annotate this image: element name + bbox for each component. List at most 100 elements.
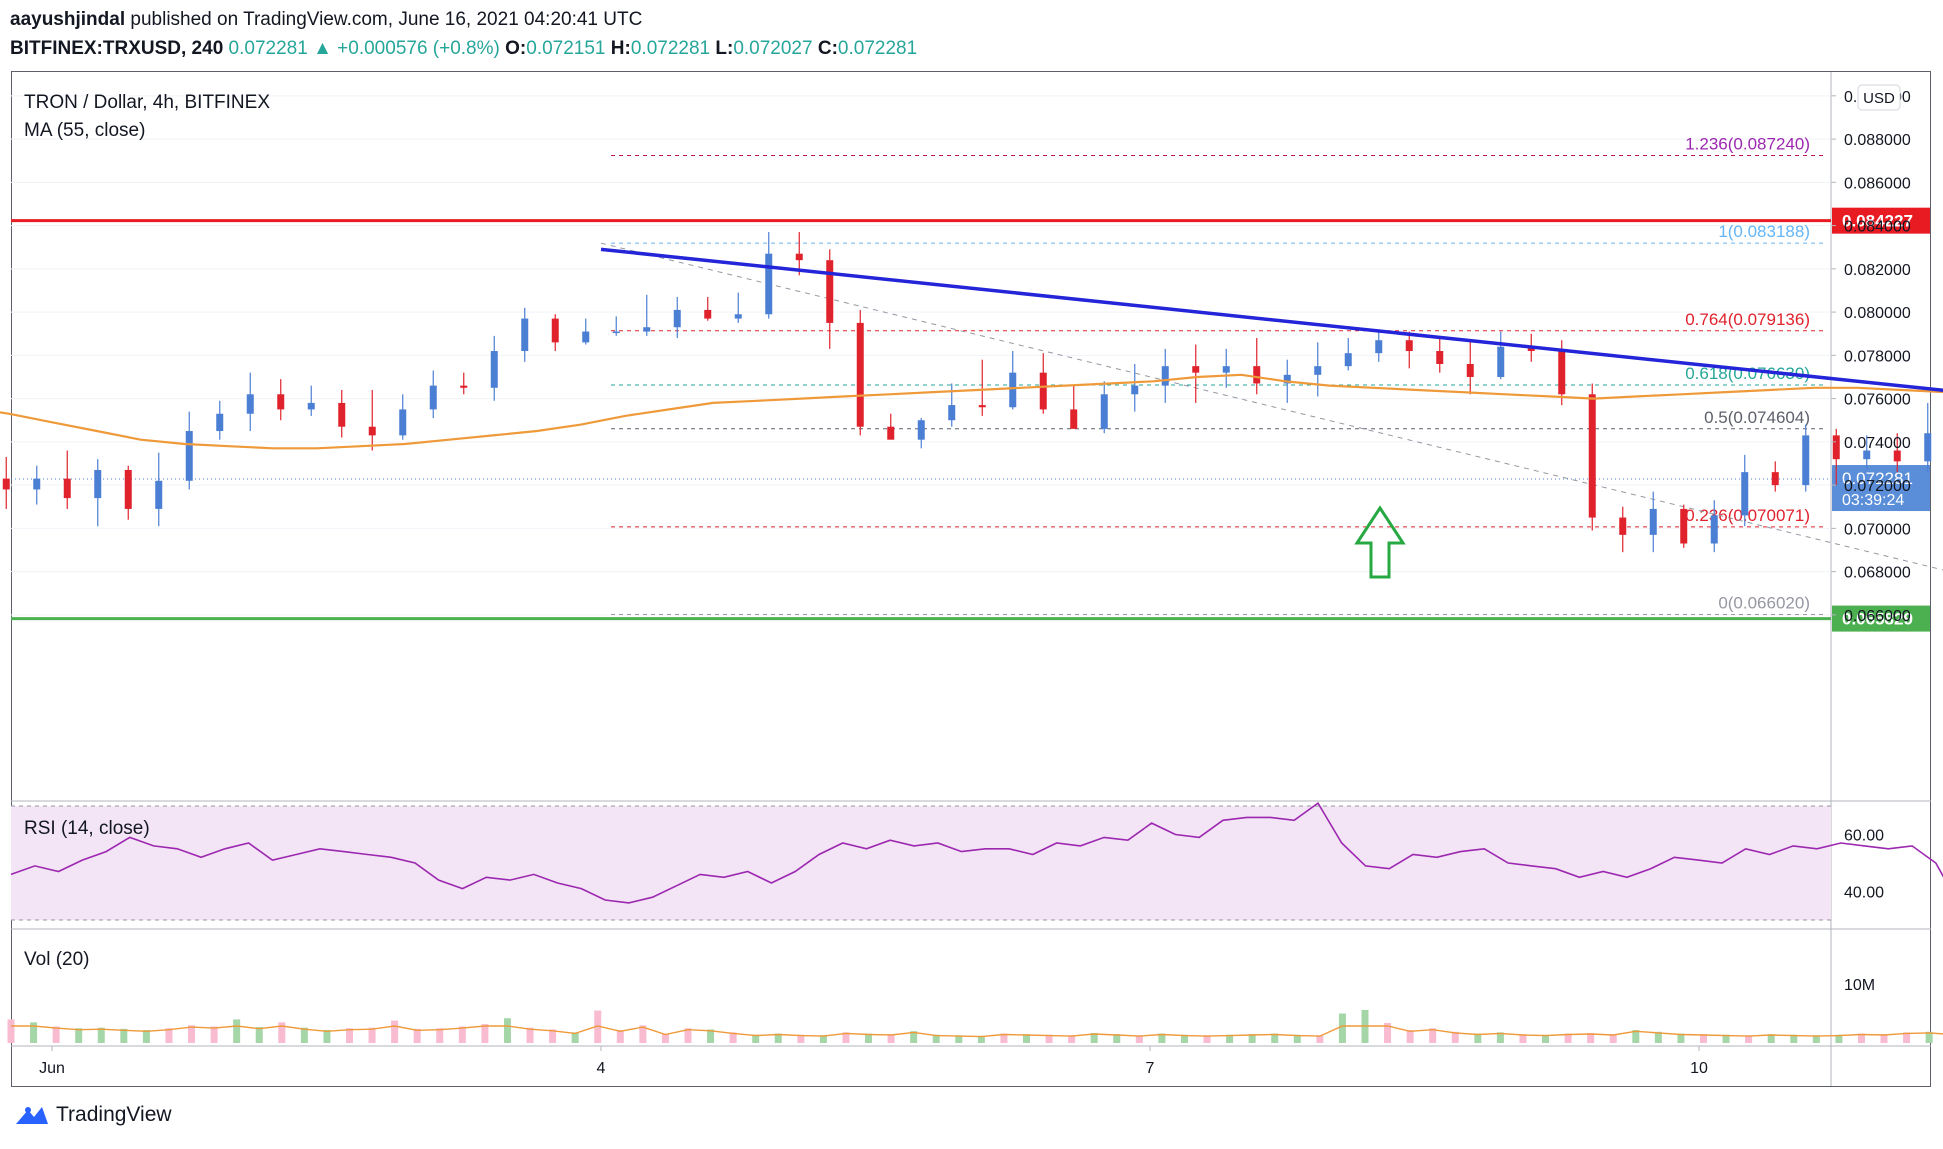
volume-legend: Vol (20) [24,949,89,970]
candle-body [94,469,102,499]
rsi-band-fill [11,806,1831,920]
volume-bar [345,1028,353,1043]
time-tick-label: 4 [597,1060,606,1077]
candle-body [1680,508,1688,544]
volume-bar [165,1028,173,1043]
candle-body [124,469,132,509]
volume-bar [549,1029,557,1043]
last-price: 0.072281 [228,38,308,59]
volume-bar [774,1033,782,1043]
rsi-legend: RSI (14, close) [24,818,150,839]
publish-info: published on TradingView.com, June 16, 2… [130,9,643,30]
volume-bar [1654,1031,1662,1043]
candle-body [1588,394,1596,518]
volume-bar [503,1018,511,1043]
bearish-trendline [600,247,1943,393]
volume-bar [1022,1034,1030,1043]
volume-bar [1384,1022,1392,1043]
volume-bar [1000,1033,1008,1043]
tradingview-logo[interactable]: TradingView [14,1103,172,1127]
volume-bar [1226,1034,1234,1043]
volume-bar [616,1030,624,1043]
candle-body [1710,515,1718,544]
volume-bar [52,1026,60,1043]
price-tick-label: 0.088000 [1844,132,1911,149]
volume-bar [1699,1034,1707,1043]
volume-bar [1745,1035,1753,1043]
horizontal-levels[interactable]: 0.084227 0.065829 0.072281 03:39:24 [11,207,1930,632]
volume-bar [300,1027,308,1043]
support-price-label: 0.065829 [1842,610,1913,629]
candle-body [1527,346,1535,352]
volume-bar [1203,1035,1211,1043]
currency-button-label[interactable]: USD [1863,90,1895,107]
candle-body [490,351,498,388]
candle-body [826,260,834,323]
resistance-price-tag [1832,207,1930,234]
volume-bar [1542,1034,1550,1043]
symbol-header: BITFINEX:TRXUSD, 240 0.072281 ▲ +0.00057… [10,38,917,60]
open-label: O: [505,38,527,59]
candle-body [1314,366,1322,375]
volume-bar [865,1033,873,1043]
volume-bar [413,1028,421,1043]
candle-body [1832,435,1840,460]
price-tick-label: 0.068000 [1844,565,1911,582]
candle-body [856,322,864,427]
pane-title: TRON / Dollar, 4h, BITFINEX [24,92,270,113]
volume-bar [278,1022,286,1043]
candle-body [643,327,651,332]
volume-bar [368,1027,376,1043]
time-tick-label: Jun [39,1060,65,1077]
candle-body [551,318,559,343]
candle-body [948,405,956,421]
close-value: 0.072281 [837,38,918,59]
volume-bar [1857,1033,1865,1043]
volume-bar [684,1028,692,1043]
volume-bar [1587,1032,1595,1043]
volume-bar [752,1034,760,1043]
candle-body [887,426,895,440]
close-label: C: [817,38,838,59]
candle-body [1405,340,1413,352]
volume-bar [1316,1035,1324,1043]
volume-bar [1677,1033,1685,1043]
price-tick-label: 0.080000 [1844,305,1911,322]
volume-bar [887,1034,895,1043]
green-arrow-icon[interactable] [1354,505,1406,579]
trendline[interactable] [600,247,1943,496]
volume-bar [188,1025,196,1043]
fib-level-label: 0(0.066020) [1718,593,1810,612]
volume-bar [481,1024,489,1043]
tradingview-logo-icon [16,1107,48,1124]
symbol-name: BITFINEX:TRXUSD, 240 [10,38,224,59]
volume-bar [1406,1030,1414,1043]
candle-body [1222,366,1230,373]
candle-body [1253,366,1261,384]
fib-diagonal-line [600,242,1943,571]
volume-bar [210,1026,218,1043]
resistance-price-label: 0.084227 [1842,212,1913,231]
volume-bar [594,1010,602,1043]
volume-bar [1812,1035,1820,1043]
publish-header: aayushjindal published on TradingView.co… [10,9,642,31]
candle-body [612,331,620,334]
volume-tick-label: 10M [1844,977,1875,994]
price-tick-label: 0.082000 [1844,262,1911,279]
candle-body [734,314,742,319]
volume-bar [1135,1035,1143,1043]
candle-body [521,318,529,352]
price-tick-label: 0.078000 [1844,348,1911,365]
publisher-name[interactable]: aayushjindal [10,9,126,30]
candle-body [1375,340,1383,354]
high-value: 0.072281 [630,38,711,59]
currency-button-bg[interactable] [1857,84,1901,111]
up-arrow-annotation[interactable] [1354,505,1406,579]
candle-body [1893,450,1901,462]
candle-body [917,420,925,440]
candle-body [460,385,468,388]
volume-bar [1451,1031,1459,1043]
currency-button[interactable]: USD [1857,84,1901,111]
rsi-tick-label: 40.00 [1844,885,1884,902]
